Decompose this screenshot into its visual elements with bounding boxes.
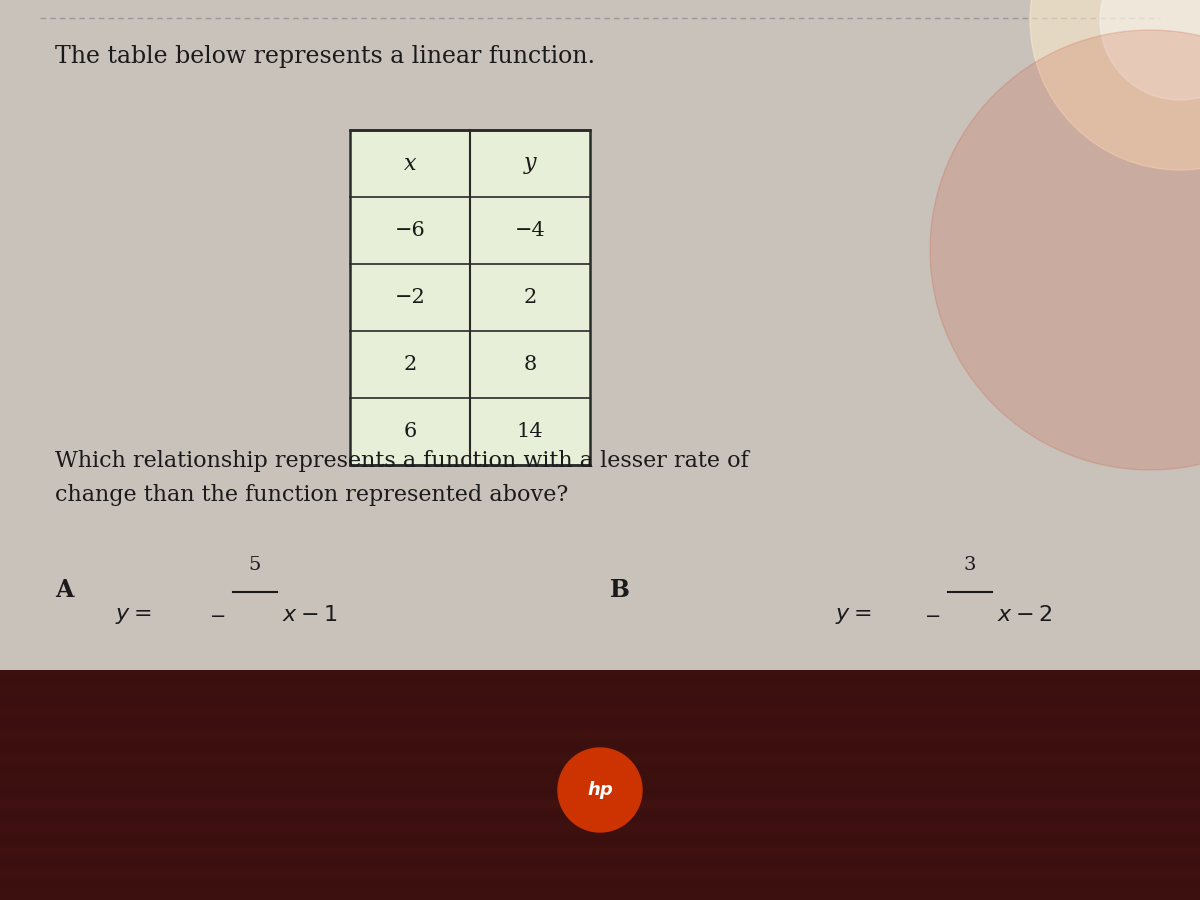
Bar [0,670,1200,900]
Bar [0,880,1200,888]
Text: −2: −2 [395,288,425,307]
Text: 8: 8 [523,355,536,374]
Bar [0,846,1200,854]
Bar [0,788,1200,796]
Text: The table below represents a linear function.: The table below represents a linear func… [55,45,595,68]
Bar [0,742,1200,751]
Text: hp: hp [587,781,613,799]
Bar [0,823,1200,831]
Text: $y = $: $y = $ [835,604,871,626]
Circle shape [1030,0,1200,170]
Text: B: B [610,578,630,602]
Bar [0,834,1200,842]
Circle shape [930,30,1200,470]
Text: $x - 1$: $x - 1$ [282,604,337,626]
Bar [0,673,1200,681]
Bar [0,731,1200,739]
Bar [0,858,1200,866]
Text: $-$: $-$ [924,606,940,624]
Text: Which relationship represents a function with a lesser rate of
change than the f: Which relationship represents a function… [55,450,749,506]
Bar [0,708,1200,716]
Bar [0,800,1200,808]
Text: 5: 5 [248,556,262,574]
Bar [0,685,1200,693]
Text: A: A [55,578,73,602]
Text: −6: −6 [395,221,425,240]
Circle shape [558,748,642,832]
Text: $x - 2$: $x - 2$ [997,604,1052,626]
Text: 14: 14 [517,422,544,441]
Text: x: x [403,152,416,175]
Text: −4: −4 [515,221,545,240]
Bar [0,719,1200,727]
Bar [0,766,1200,773]
Text: 3: 3 [964,556,977,574]
Text: $y = $: $y = $ [115,604,151,626]
Bar [0,892,1200,900]
Text: y: y [523,152,536,175]
Text: $-$: $-$ [209,606,224,624]
Text: 6: 6 [403,422,416,441]
Bar [0,777,1200,785]
Bar [350,130,590,465]
Bar [0,869,1200,877]
Circle shape [1100,0,1200,100]
Bar [0,754,1200,762]
Text: 2: 2 [523,288,536,307]
Text: 2: 2 [403,355,416,374]
Bar [0,697,1200,705]
Bar [0,812,1200,820]
